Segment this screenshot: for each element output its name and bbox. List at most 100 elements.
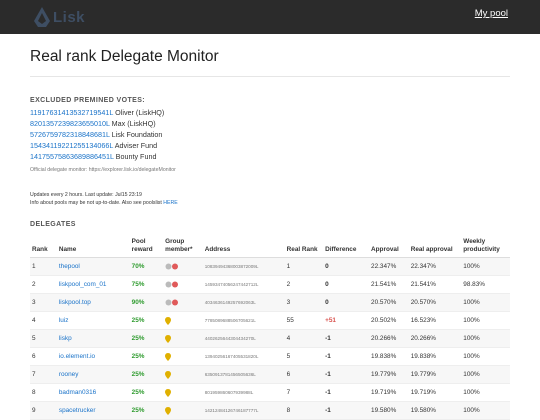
approval-cell: 20.570% <box>369 293 409 312</box>
productivity-cell: 100% <box>461 383 510 402</box>
gold-marker-icon <box>165 406 172 415</box>
name-cell: badman0316 <box>56 383 130 402</box>
group-member-cell <box>163 401 203 420</box>
pool-reward-cell: 75% <box>129 275 164 294</box>
group-member-cell <box>163 347 203 366</box>
productivity-cell: 100% <box>461 257 510 276</box>
delegate-name-link[interactable]: badman0316 <box>58 389 97 396</box>
approval-cell: 22.347% <box>369 257 409 276</box>
pool-reward-cell: 90% <box>129 293 164 312</box>
group-member-cell <box>163 365 203 384</box>
rank-cell: 3 <box>30 293 57 312</box>
pool-reward-cell: 25% <box>129 365 164 384</box>
productivity-cell: 100% <box>461 347 510 366</box>
approval-cell: 19.779% <box>369 365 409 384</box>
group-circles-icon <box>165 281 179 288</box>
rank-cell: 6 <box>30 347 57 366</box>
real-rank-cell: 7 <box>284 383 324 402</box>
delegate-name-link[interactable]: liskp <box>58 335 72 342</box>
rank-cell: 9 <box>30 401 57 420</box>
column-header: Difference <box>323 236 370 258</box>
delegate-name-link[interactable]: liskpool_com_01 <box>58 281 107 288</box>
approval-cell: 19.580% <box>369 401 409 420</box>
poolslist-here-link[interactable]: HERE <box>163 199 178 206</box>
approval-cell: 19.838% <box>369 347 409 366</box>
column-header: Name <box>56 236 130 258</box>
table-row: 9 spacetrucker 25% 14212484126746187777L 8 -1… <box>30 401 510 420</box>
delegate-name-link[interactable]: io.element.io <box>58 353 96 360</box>
pool-reward-cell: 25% <box>129 383 164 402</box>
excluded-vote-address-link[interactable]: 14175575863689886451L <box>30 152 114 161</box>
pool-reward-cell: 25% <box>129 311 164 330</box>
table-row: 8 badman0316 25% 801959860607939988L 7 -1 19.7… <box>30 383 510 402</box>
address-cell: 13940256167405531820L <box>202 347 285 366</box>
real-rank-cell: 8 <box>284 401 324 420</box>
delegate-name-link[interactable]: luiz <box>58 317 69 324</box>
column-header: Real Rank <box>284 236 324 258</box>
rank-cell: 4 <box>30 311 57 330</box>
pool-reward-cell: 70% <box>129 257 164 276</box>
pool-reward-cell: 25% <box>129 347 164 366</box>
real-approval-cell: 16.523% <box>408 311 462 330</box>
main-content: Real rank Delegate Monitor EXCLUDED PREM… <box>30 34 510 420</box>
delegate-name-link[interactable]: rooney <box>58 371 79 378</box>
real-approval-cell: 19.779% <box>408 365 462 384</box>
excluded-vote-name: Max (LiskHQ) <box>109 119 156 128</box>
rank-cell: 5 <box>30 329 57 348</box>
address-cell: 801959860607939988L <box>202 383 285 402</box>
gold-marker-icon <box>165 370 172 379</box>
excluded-votes-section: EXCLUDED PREMINED VOTES: 119176314135327… <box>30 97 510 174</box>
my-pool-link[interactable]: My pool <box>474 8 508 19</box>
group-member-cell <box>163 293 203 312</box>
address-cell: 6350913781456505636L <box>202 365 285 384</box>
gold-marker-icon <box>165 352 172 361</box>
excluded-votes-title: EXCLUDED PREMINED VOTES: <box>30 97 145 104</box>
difference-cell: -1 <box>323 383 370 402</box>
table-row: 2 liskpool_com_01 75% 14593474056247442712L… <box>30 275 510 294</box>
approval-cell: 19.719% <box>369 383 409 402</box>
real-approval-cell: 20.266% <box>408 329 462 348</box>
productivity-cell: 100% <box>461 293 510 312</box>
address-cell: 10839494368003872009L <box>202 257 285 276</box>
productivity-cell: 100% <box>461 401 510 420</box>
delegates-table: Rank Name Pool reward Group member* Address R… <box>30 236 510 420</box>
approval-cell: 20.266% <box>369 329 409 348</box>
pool-info-text: Info about pools may be not up-to-date. … <box>30 200 510 208</box>
difference-cell: 0 <box>323 257 370 276</box>
name-cell: liskp <box>56 329 130 348</box>
real-approval-cell: 19.580% <box>408 401 462 420</box>
excluded-vote-name: Adviser Fund <box>113 141 158 150</box>
table-row: 6 io.element.io 25% 13940256167405531820L 5-… <box>30 347 510 366</box>
column-header: Real approval <box>408 236 462 258</box>
group-member-cell <box>163 275 203 294</box>
title-divider <box>30 76 510 77</box>
real-rank-cell: 5 <box>284 347 324 366</box>
table-body: 1 thepool 70% 10839494368003872009L 1 0 22.347… <box>30 257 510 420</box>
delegates-title: DELEGATES <box>30 221 76 228</box>
group-member-cell <box>163 257 203 276</box>
excluded-votes-list: 11917631413532719541L Oliver (LiskHQ) 820… <box>30 107 510 162</box>
site-logo[interactable]: Lisk <box>34 6 85 28</box>
real-rank-cell: 6 <box>284 365 324 384</box>
delegate-name-link[interactable]: thepool <box>58 263 80 270</box>
excluded-vote-item: 8201357239823655010L Max (LiskHQ) <box>30 118 510 129</box>
address-cell: 7785089688506705621L <box>202 311 285 330</box>
excluded-vote-address-link[interactable]: 11917631413532719541L <box>30 108 114 117</box>
excluded-vote-address-link[interactable]: 5726759782318848681L <box>30 130 110 139</box>
excluded-vote-address-link[interactable]: 15434119221255134066L <box>30 141 114 150</box>
update-info: Updates every 2 hours. Last update: Jul1… <box>30 192 510 207</box>
delegate-name-link[interactable]: liskpool.top <box>58 299 91 306</box>
real-rank-cell: 4 <box>284 329 324 348</box>
name-cell: spacetrucker <box>56 401 130 420</box>
address-cell: 14593474056247442712L <box>202 275 285 294</box>
difference-cell: 0 <box>323 293 370 312</box>
real-rank-cell: 3 <box>284 293 324 312</box>
productivity-cell: 98.83% <box>461 275 510 294</box>
real-approval-cell: 20.570% <box>408 293 462 312</box>
excluded-vote-address-link[interactable]: 8201357239823655010L <box>30 119 110 128</box>
lisk-logo-icon <box>34 7 50 27</box>
group-member-cell <box>163 311 203 330</box>
gold-marker-icon <box>165 388 172 397</box>
delegate-name-link[interactable]: spacetrucker <box>58 407 96 414</box>
group-circles-icon <box>165 263 179 270</box>
